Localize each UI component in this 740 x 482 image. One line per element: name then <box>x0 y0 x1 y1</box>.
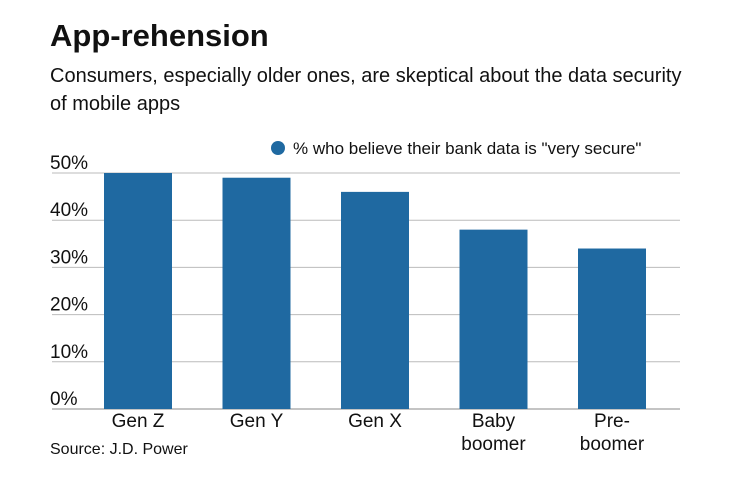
bar <box>341 191 409 409</box>
y-tick-label: 50% <box>50 153 88 174</box>
y-tick-label: 30% <box>50 247 88 268</box>
y-tick-label: 20% <box>50 295 88 316</box>
x-tick-label: Baby boomer <box>461 411 526 455</box>
y-tick-label: 40% <box>50 200 88 221</box>
bar <box>578 248 646 409</box>
legend-label: % who believe their bank data is "very s… <box>293 139 641 158</box>
y-tick-label: 10% <box>50 342 88 363</box>
x-tick-label: Pre-boomer <box>579 411 645 455</box>
x-tick-label: Gen Y <box>229 411 284 432</box>
x-tick-label: Gen X <box>348 411 402 432</box>
bar <box>222 177 291 409</box>
bar <box>104 173 172 409</box>
y-tick-label: 0% <box>50 389 78 410</box>
x-tick-label: Gen Z <box>111 411 165 432</box>
chart-subtitle: Consumers, especially older ones, are sk… <box>50 65 682 115</box>
chart-title: App-rehension <box>50 18 269 53</box>
legend-marker <box>271 141 285 155</box>
source-note: Source: J.D. Power <box>50 441 188 458</box>
bar <box>459 229 528 409</box>
